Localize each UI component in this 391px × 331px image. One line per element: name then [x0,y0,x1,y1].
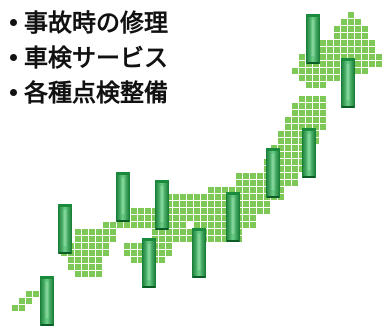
green-banner-icon [306,14,320,64]
bullet-icon [10,53,17,61]
green-banner-icon [40,276,54,326]
service-item-inspection: 車検サービス [10,41,168,76]
green-banner-icon [58,204,72,254]
banner-group [40,14,355,326]
green-banner-icon [155,180,169,230]
green-banner-icon [266,148,280,198]
service-label: 事故時の修理 [24,9,168,37]
service-item-accident-repair: 事故時の修理 [10,6,168,41]
green-banner-icon [226,192,240,242]
green-banner-icon [302,128,316,178]
green-banner-icon [116,172,130,222]
service-list: 事故時の修理 車検サービス 各種点検整備 [10,6,168,111]
service-item-maintenance: 各種点検整備 [10,76,168,111]
service-label: 車検サービス [24,44,168,72]
green-banner-icon [192,228,206,278]
service-label: 各種点検整備 [24,79,168,107]
bullet-icon [10,88,17,96]
green-banner-icon [142,238,156,288]
green-banner-icon [341,58,355,108]
bullet-icon [10,18,17,26]
